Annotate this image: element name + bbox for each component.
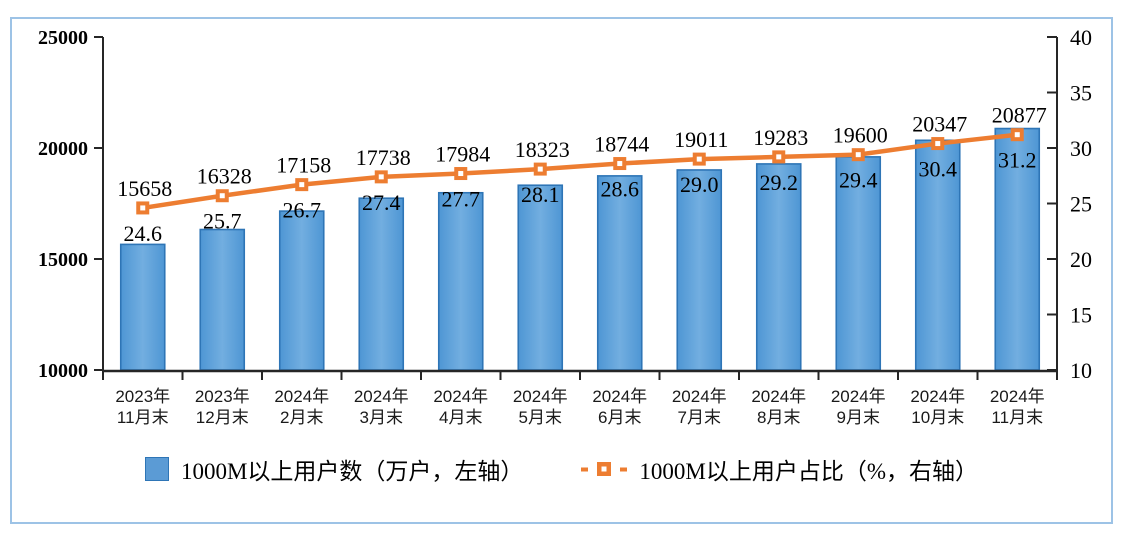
line-marker-center <box>776 154 782 160</box>
percent-line <box>140 132 1020 211</box>
line-series-swatch-icon <box>581 462 628 476</box>
legend-label-bar-series: 1000M以上用户数（万户，左轴） <box>180 459 524 484</box>
x-axis-category-label: 2024年 4月末 <box>433 387 488 427</box>
legend-item-bar-series: 1000M以上用户数（万户，左轴） <box>144 452 524 486</box>
right-axis-tick-label: 15 <box>1070 303 1092 328</box>
percent-value-label: 29.2 <box>760 170 799 195</box>
bar-value-label: 17158 <box>276 153 331 178</box>
bar-value-label: 20347 <box>912 112 967 137</box>
right-axis-tick-label: 35 <box>1070 81 1092 106</box>
x-axis-category-label: 2024年 9月末 <box>831 387 886 427</box>
bar-value-label: 20877 <box>992 103 1047 128</box>
bar <box>278 210 325 371</box>
line-marker-center <box>458 171 464 177</box>
bar-value-label: 19600 <box>833 123 888 148</box>
bar <box>596 175 643 371</box>
bar <box>914 139 961 371</box>
percent-value-label: 29.4 <box>839 168 878 193</box>
bar-value-label: 17738 <box>356 145 411 170</box>
bar <box>676 169 723 371</box>
percent-value-label: 27.4 <box>362 190 401 215</box>
left-axis-tick-label: 25000 <box>38 27 88 49</box>
x-axis-category-label: 2024年 6月末 <box>592 387 647 427</box>
line-marker-center <box>219 193 225 199</box>
legend: 1000M以上用户数（万户，左轴） 1000M以上用户占比（%，右轴） <box>12 447 1111 491</box>
percent-value-label: 28.1 <box>521 182 560 207</box>
bar-value-label: 15658 <box>117 176 172 201</box>
left-axis-tick-label: 15000 <box>38 249 88 271</box>
bar-value-label: 18323 <box>515 137 570 162</box>
percent-value-label: 31.2 <box>998 148 1037 173</box>
bar <box>755 163 802 371</box>
x-axis-category-label: 2024年 11月末 <box>990 387 1045 427</box>
x-axis-category-label: 2024年 10月末 <box>910 387 965 427</box>
bar-value-label: 18744 <box>594 132 649 157</box>
percent-value-label: 24.6 <box>124 221 163 246</box>
line-marker-center <box>855 152 861 158</box>
line-marker-center <box>537 166 543 172</box>
legend-item-line-series: 1000M以上用户占比（%，右轴） <box>581 452 978 486</box>
percent-value-label: 27.7 <box>442 187 481 212</box>
x-axis-category-label: 2024年 3月末 <box>354 387 409 427</box>
bar <box>517 184 564 371</box>
line-marker-center <box>696 156 702 162</box>
percent-value-label: 30.4 <box>919 157 958 182</box>
right-axis-tick-label: 25 <box>1070 192 1092 217</box>
bar <box>358 197 405 371</box>
line-marker-center <box>378 174 384 180</box>
left-axis-tick-label: 20000 <box>38 138 88 160</box>
bar-series-swatch-icon <box>144 457 169 481</box>
right-axis-tick-label: 10 <box>1070 358 1092 383</box>
legend-label-line-series: 1000M以上用户占比（%，右轴） <box>639 459 979 484</box>
x-axis-category-label: 2023年 11月末 <box>115 387 170 427</box>
line-marker-center <box>617 161 623 167</box>
line-marker-center <box>935 141 941 147</box>
right-axis-tick-label: 30 <box>1070 136 1092 161</box>
percent-value-label: 26.7 <box>283 198 322 223</box>
line-marker-center <box>299 182 305 188</box>
bar-value-label: 19283 <box>753 125 808 150</box>
line-marker-center <box>1014 132 1020 138</box>
line-marker-center <box>140 205 146 211</box>
bar <box>835 156 882 371</box>
bar-value-label: 17984 <box>435 142 490 167</box>
percent-value-label: 29.0 <box>680 172 719 197</box>
right-axis-tick-label: 40 <box>1070 25 1092 50</box>
x-axis-category-label: 2024年 7月末 <box>672 387 727 427</box>
percent-value-label: 28.6 <box>601 177 640 202</box>
x-axis-category-label: 2023年 12月末 <box>195 387 250 427</box>
bar <box>119 243 166 371</box>
bar <box>437 191 484 371</box>
bar-value-label: 19011 <box>674 127 728 152</box>
percent-value-label: 25.7 <box>203 209 242 234</box>
left-axis-tick-label: 10000 <box>38 360 88 382</box>
x-axis-category-label: 2024年 2月末 <box>274 387 329 427</box>
x-axis-category-label: 2024年 8月末 <box>751 387 806 427</box>
bar <box>199 228 246 371</box>
right-axis-tick-label: 20 <box>1070 247 1092 272</box>
x-axis-category-label: 2024年 5月末 <box>513 387 568 427</box>
bar-value-label: 16328 <box>197 164 252 189</box>
